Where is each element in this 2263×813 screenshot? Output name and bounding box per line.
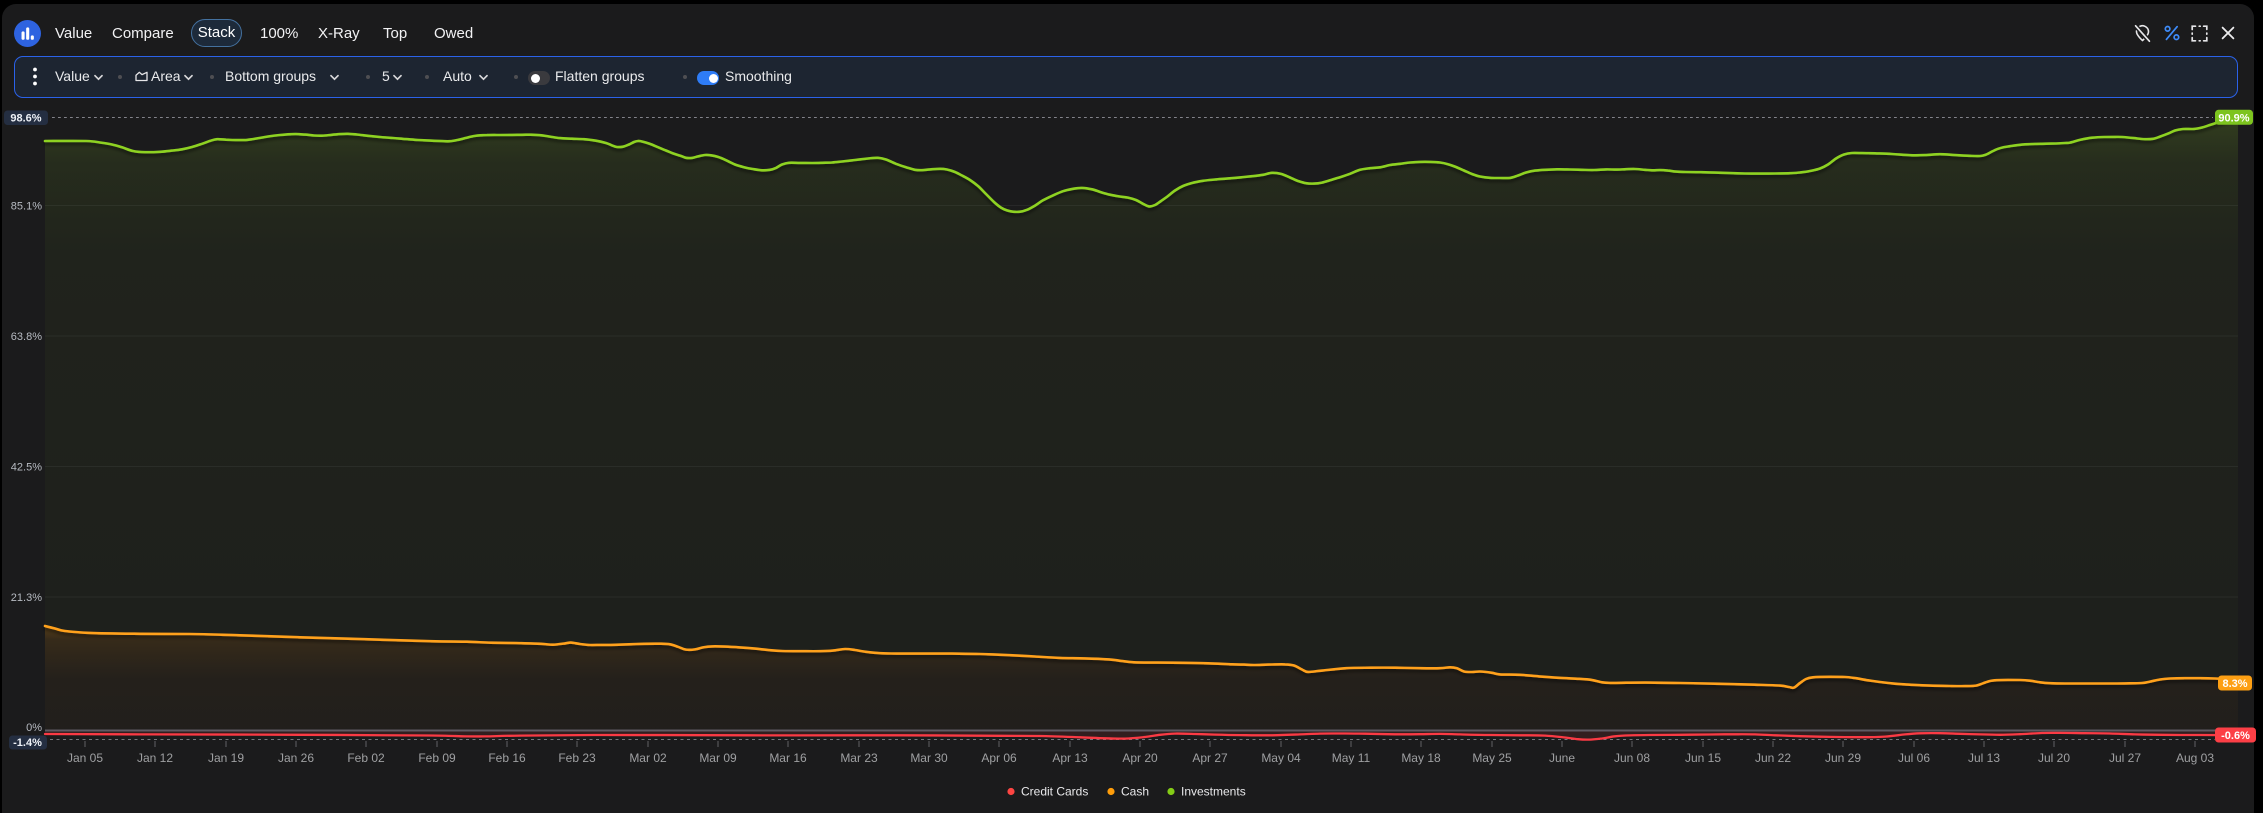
svg-text:May 04: May 04 — [1261, 751, 1301, 765]
svg-text:90.9%: 90.9% — [2218, 112, 2249, 124]
svg-text:Jan 12: Jan 12 — [137, 751, 173, 765]
svg-text:Apr 06: Apr 06 — [981, 751, 1017, 765]
svg-text:Jul 27: Jul 27 — [2109, 751, 2141, 765]
svg-text:Jun 15: Jun 15 — [1685, 751, 1721, 765]
svg-text:Aug 03: Aug 03 — [2176, 751, 2214, 765]
svg-text:-0.6%: -0.6% — [2221, 730, 2250, 742]
svg-text:May 18: May 18 — [1401, 751, 1441, 765]
svg-text:21.3%: 21.3% — [11, 592, 42, 604]
svg-text:Jul 13: Jul 13 — [1968, 751, 2000, 765]
svg-text:Jul 06: Jul 06 — [1898, 751, 1930, 765]
svg-text:-1.4%: -1.4% — [13, 737, 42, 749]
svg-text:Apr 13: Apr 13 — [1052, 751, 1088, 765]
svg-text:Mar 16: Mar 16 — [769, 751, 807, 765]
svg-text:Jun 22: Jun 22 — [1755, 751, 1791, 765]
svg-text:Jan 26: Jan 26 — [278, 751, 314, 765]
svg-text:Apr 27: Apr 27 — [1192, 751, 1228, 765]
svg-text:Mar 02: Mar 02 — [629, 751, 667, 765]
svg-text:0%: 0% — [26, 722, 42, 734]
svg-text:85.1%: 85.1% — [11, 200, 42, 212]
svg-text:Cash: Cash — [1121, 785, 1149, 799]
svg-text:42.5%: 42.5% — [11, 461, 42, 473]
svg-text:Feb 23: Feb 23 — [558, 751, 596, 765]
svg-text:May 25: May 25 — [1472, 751, 1512, 765]
svg-text:Mar 30: Mar 30 — [910, 751, 948, 765]
svg-text:Investments: Investments — [1181, 785, 1246, 799]
svg-text:May 11: May 11 — [1332, 751, 1371, 765]
svg-text:Jan 19: Jan 19 — [208, 751, 244, 765]
svg-text:Jun 08: Jun 08 — [1614, 751, 1650, 765]
svg-text:June: June — [1549, 751, 1575, 765]
svg-text:63.8%: 63.8% — [11, 331, 42, 343]
svg-text:Feb 16: Feb 16 — [488, 751, 526, 765]
svg-text:Jan 05: Jan 05 — [67, 751, 103, 765]
svg-text:Feb 02: Feb 02 — [347, 751, 385, 765]
svg-text:8.3%: 8.3% — [2222, 678, 2247, 690]
svg-text:Mar 23: Mar 23 — [840, 751, 878, 765]
svg-text:Apr 20: Apr 20 — [1122, 751, 1158, 765]
svg-text:Jul 20: Jul 20 — [2038, 751, 2070, 765]
svg-text:Feb 09: Feb 09 — [418, 751, 456, 765]
svg-text:Jun 29: Jun 29 — [1825, 751, 1861, 765]
svg-text:Mar 09: Mar 09 — [699, 751, 737, 765]
svg-text:98.6%: 98.6% — [10, 113, 41, 125]
svg-text:Credit Cards: Credit Cards — [1021, 785, 1088, 799]
